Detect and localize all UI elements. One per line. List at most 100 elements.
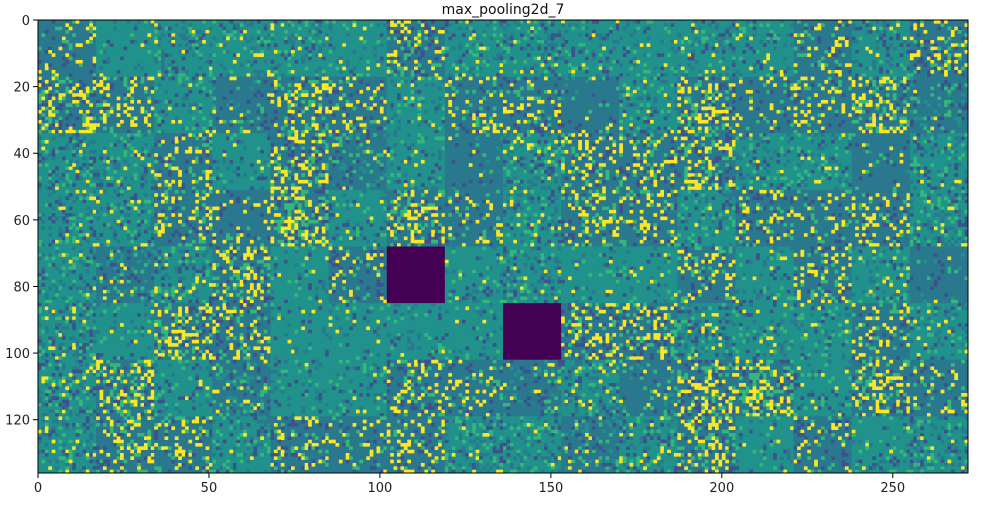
- activation-pixel: [345, 113, 350, 117]
- activation-pixel: [499, 93, 504, 97]
- activation-pixel: [687, 56, 692, 61]
- activation-pixel: [472, 149, 476, 154]
- activation-pixel: [65, 213, 70, 217]
- activation-pixel: [335, 53, 340, 57]
- activation-pixel: [133, 26, 138, 31]
- activation-pixel: [85, 123, 90, 127]
- activation-pixel: [263, 73, 268, 77]
- activation-pixel: [629, 33, 634, 37]
- activation-pixel: [482, 113, 487, 117]
- activation-pixel: [855, 76, 859, 81]
- activation-pixel: [762, 166, 767, 171]
- activation-pixel: [578, 133, 582, 137]
- activation-pixel: [345, 163, 350, 167]
- activation-pixel: [215, 43, 220, 47]
- activation-pixel: [38, 93, 42, 97]
- activation-pixel: [882, 136, 887, 141]
- activation-pixel: [550, 43, 555, 47]
- activation-pixel: [420, 119, 425, 124]
- activation-pixel: [797, 39, 801, 44]
- activation-pixel: [725, 126, 729, 131]
- activation-pixel: [58, 229, 63, 234]
- activation-pixel: [277, 163, 282, 167]
- activation-pixel: [236, 26, 241, 31]
- activation-pixel: [544, 139, 548, 144]
- activation-pixel: [92, 229, 97, 234]
- activation-pixel: [742, 146, 747, 151]
- activation-pixel: [226, 136, 230, 141]
- activation-pixel: [834, 53, 839, 57]
- activation-pixel: [738, 176, 743, 181]
- activation-pixel: [708, 23, 712, 27]
- activation-pixel: [328, 23, 333, 27]
- activation-pixel: [99, 66, 104, 71]
- activation-pixel: [533, 179, 538, 184]
- activation-pixel: [383, 146, 388, 151]
- activation-pixel: [916, 163, 921, 167]
- activation-pixel: [879, 79, 883, 84]
- activation-pixel: [889, 69, 894, 74]
- activation-pixel: [721, 149, 726, 154]
- activation-pixel: [605, 69, 610, 74]
- activation-pixel: [438, 119, 442, 124]
- activation-pixel: [619, 133, 623, 137]
- activation-pixel: [475, 59, 480, 64]
- activation-pixel: [650, 149, 654, 154]
- activation-pixel: [680, 83, 685, 87]
- activation-pixel: [697, 109, 702, 114]
- activation-pixel: [400, 79, 405, 84]
- activation-pixel: [58, 233, 63, 237]
- activation-pixel: [684, 153, 688, 157]
- activation-pixel: [479, 43, 483, 47]
- activation-pixel: [434, 76, 439, 81]
- activation-pixel: [834, 89, 839, 94]
- activation-pixel: [673, 39, 678, 44]
- activation-pixel: [256, 146, 261, 151]
- activation-pixel: [503, 139, 507, 144]
- activation-pixel: [605, 103, 610, 107]
- activation-pixel: [885, 76, 890, 81]
- activation-pixel: [96, 146, 100, 151]
- activation-pixel: [926, 113, 931, 117]
- activation-pixel: [800, 76, 805, 81]
- activation-pixel: [503, 33, 507, 37]
- activation-pixel: [752, 149, 757, 154]
- activation-pixel: [718, 86, 723, 91]
- activation-pixel: [116, 189, 121, 194]
- activation-pixel: [208, 36, 213, 41]
- activation-pixel: [44, 126, 49, 131]
- activation-pixel: [957, 69, 962, 74]
- activation-pixel: [280, 179, 285, 184]
- activation-pixel: [58, 26, 63, 31]
- activation-pixel: [844, 36, 849, 41]
- activation-pixel: [393, 133, 398, 137]
- activation-pixel: [622, 26, 627, 31]
- activation-pixel: [332, 136, 336, 141]
- activation-pixel: [202, 49, 206, 54]
- activation-pixel: [865, 46, 870, 51]
- activation-pixel: [161, 56, 165, 61]
- activation-pixel: [38, 109, 42, 114]
- activation-pixel: [352, 23, 357, 27]
- activation-pixel: [834, 39, 839, 44]
- activation-pixel: [509, 86, 514, 91]
- activation-pixel: [41, 83, 46, 87]
- activation-pixel: [65, 123, 70, 127]
- activation-pixel: [523, 119, 528, 124]
- activation-pixel: [694, 173, 699, 177]
- activation-pixel: [742, 183, 747, 187]
- activation-pixel: [287, 169, 292, 174]
- activation-pixel: [212, 169, 217, 174]
- activation-pixel: [738, 26, 743, 31]
- activation-pixel: [602, 99, 606, 104]
- activation-pixel: [663, 76, 668, 81]
- activation-pixel: [308, 36, 312, 41]
- activation-pixel: [219, 23, 223, 27]
- activation-pixel: [608, 133, 613, 137]
- activation-pixel: [492, 86, 497, 91]
- activation-pixel: [304, 129, 309, 134]
- activation-pixel: [913, 96, 918, 101]
- activation-pixel: [205, 183, 210, 187]
- activation-pixel: [397, 126, 401, 131]
- activation-pixel: [157, 49, 162, 54]
